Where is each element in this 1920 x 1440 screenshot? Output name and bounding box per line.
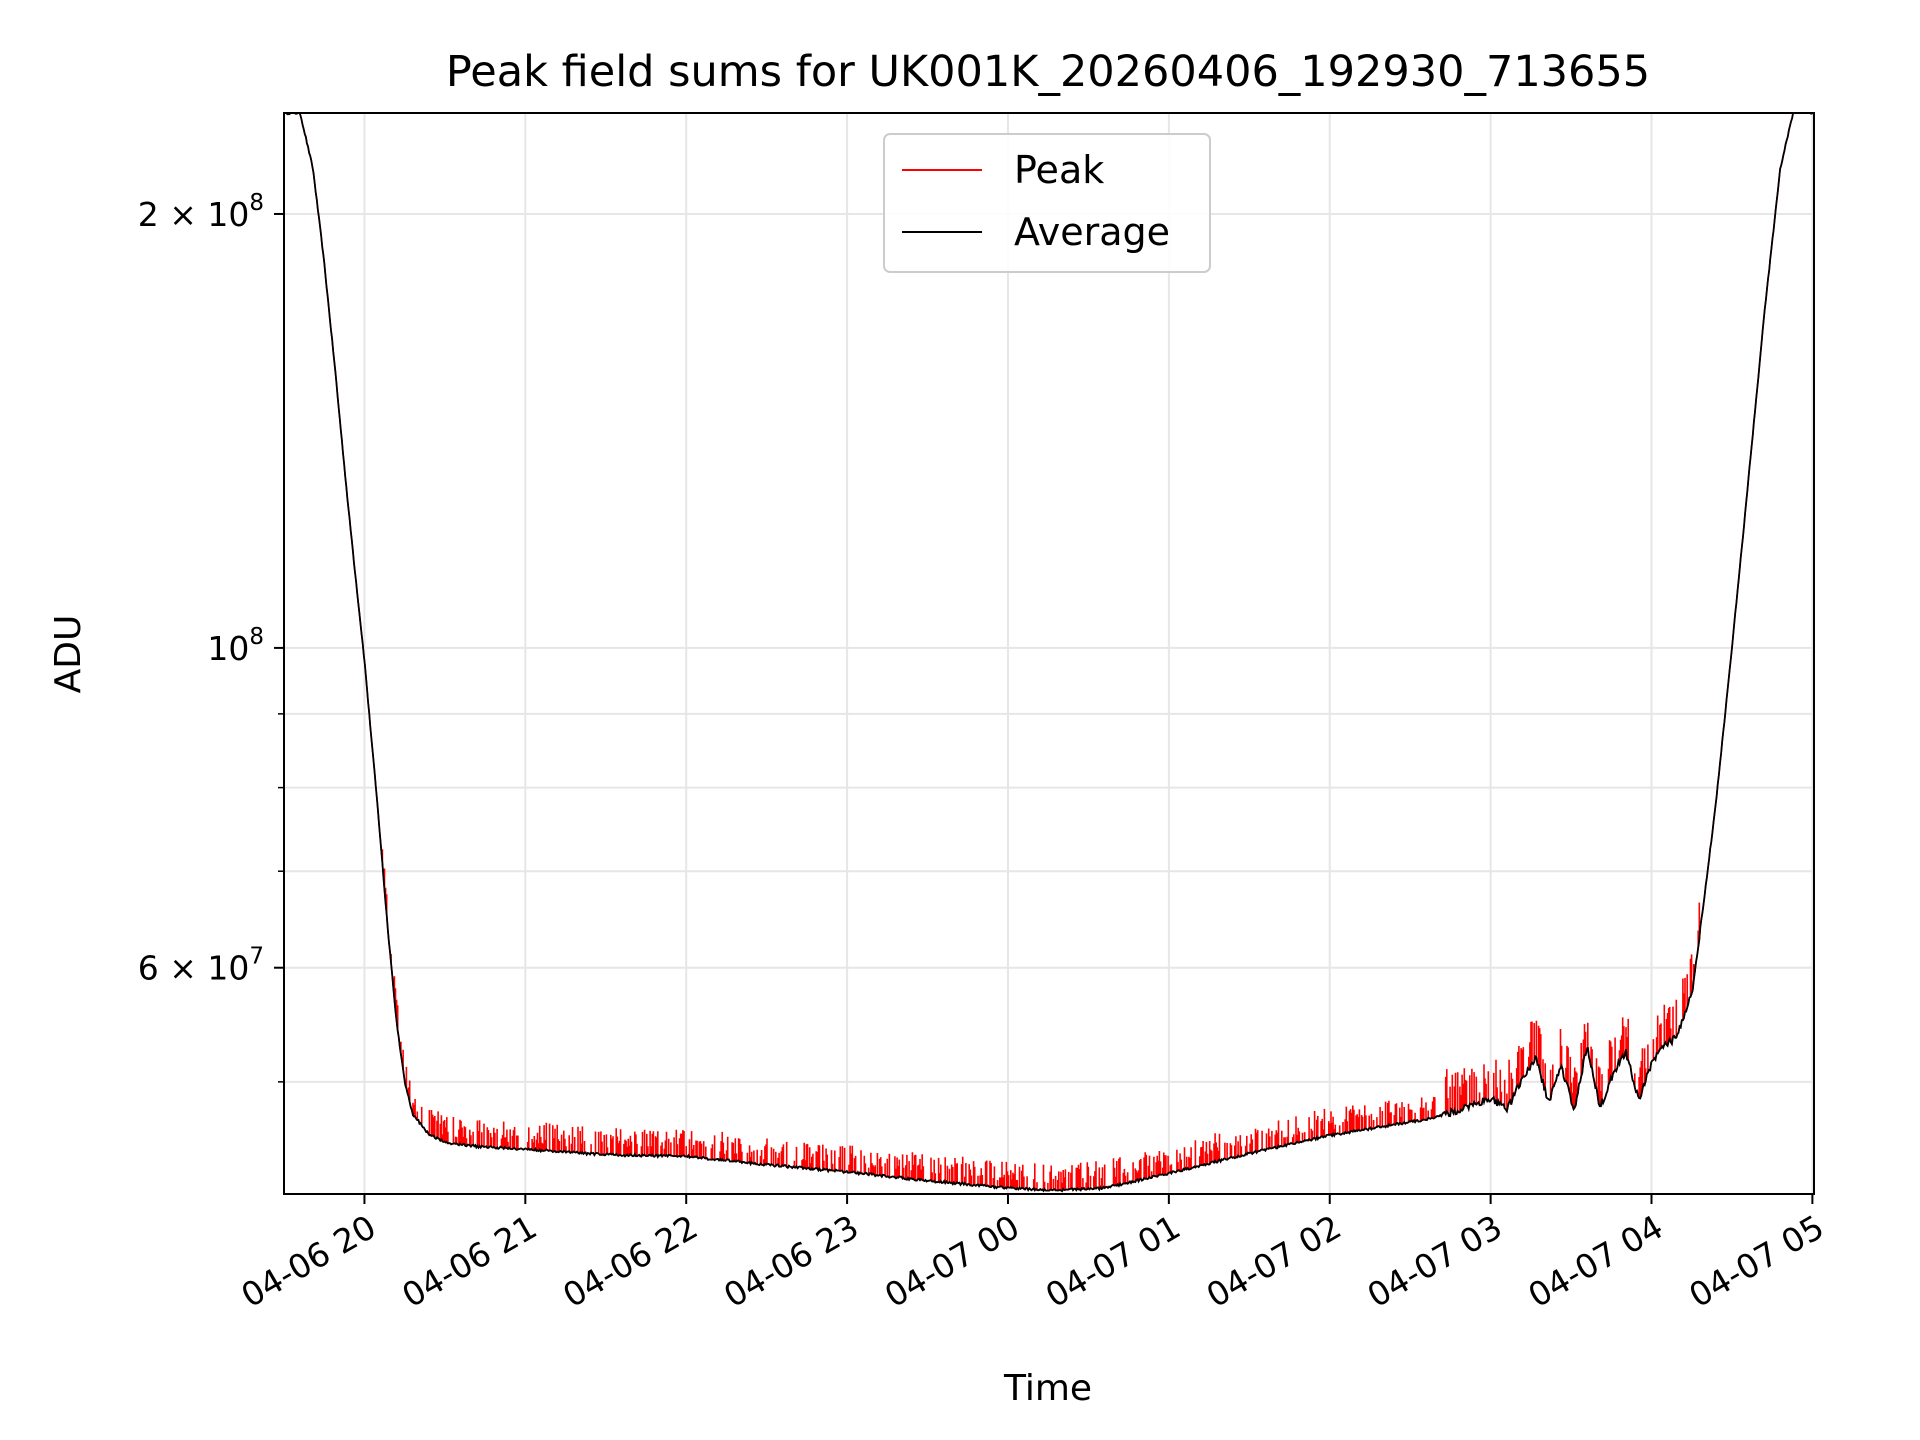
series-average-line [284,113,1814,1193]
y-axis-label: ADU [48,615,89,694]
legend-box [883,133,1211,273]
legend: Peak Average [883,133,1211,273]
y-tick-label: 108 [207,624,264,668]
axes-frame [283,112,1815,1195]
x-axis-label: Time [1003,1368,1092,1409]
y-tick-label: 2 × 108 [138,190,264,234]
y-tick-label: 6 × 107 [138,944,264,988]
legend-peak-label: Peak [1014,148,1104,192]
legend-average-label: Average [1014,210,1170,254]
chart-title: Peak field sums for UK001K_20260406_1929… [446,47,1650,97]
